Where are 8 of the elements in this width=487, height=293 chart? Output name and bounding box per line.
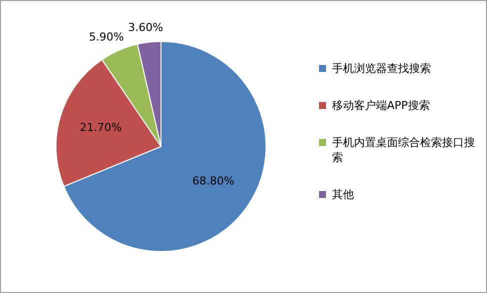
legend-label: 手机内置桌面综合检索接口搜索 xyxy=(332,135,476,165)
legend-label: 移动客户端APP搜索 xyxy=(332,98,430,113)
data-label: 21.70% xyxy=(80,121,122,134)
legend-label: 其他 xyxy=(332,187,354,202)
data-label: 68.80% xyxy=(192,174,234,188)
data-label: 5.90% xyxy=(88,30,124,44)
data-label: 3.60% xyxy=(128,21,164,34)
legend-label: 手机浏览器查找搜索 xyxy=(332,61,431,76)
